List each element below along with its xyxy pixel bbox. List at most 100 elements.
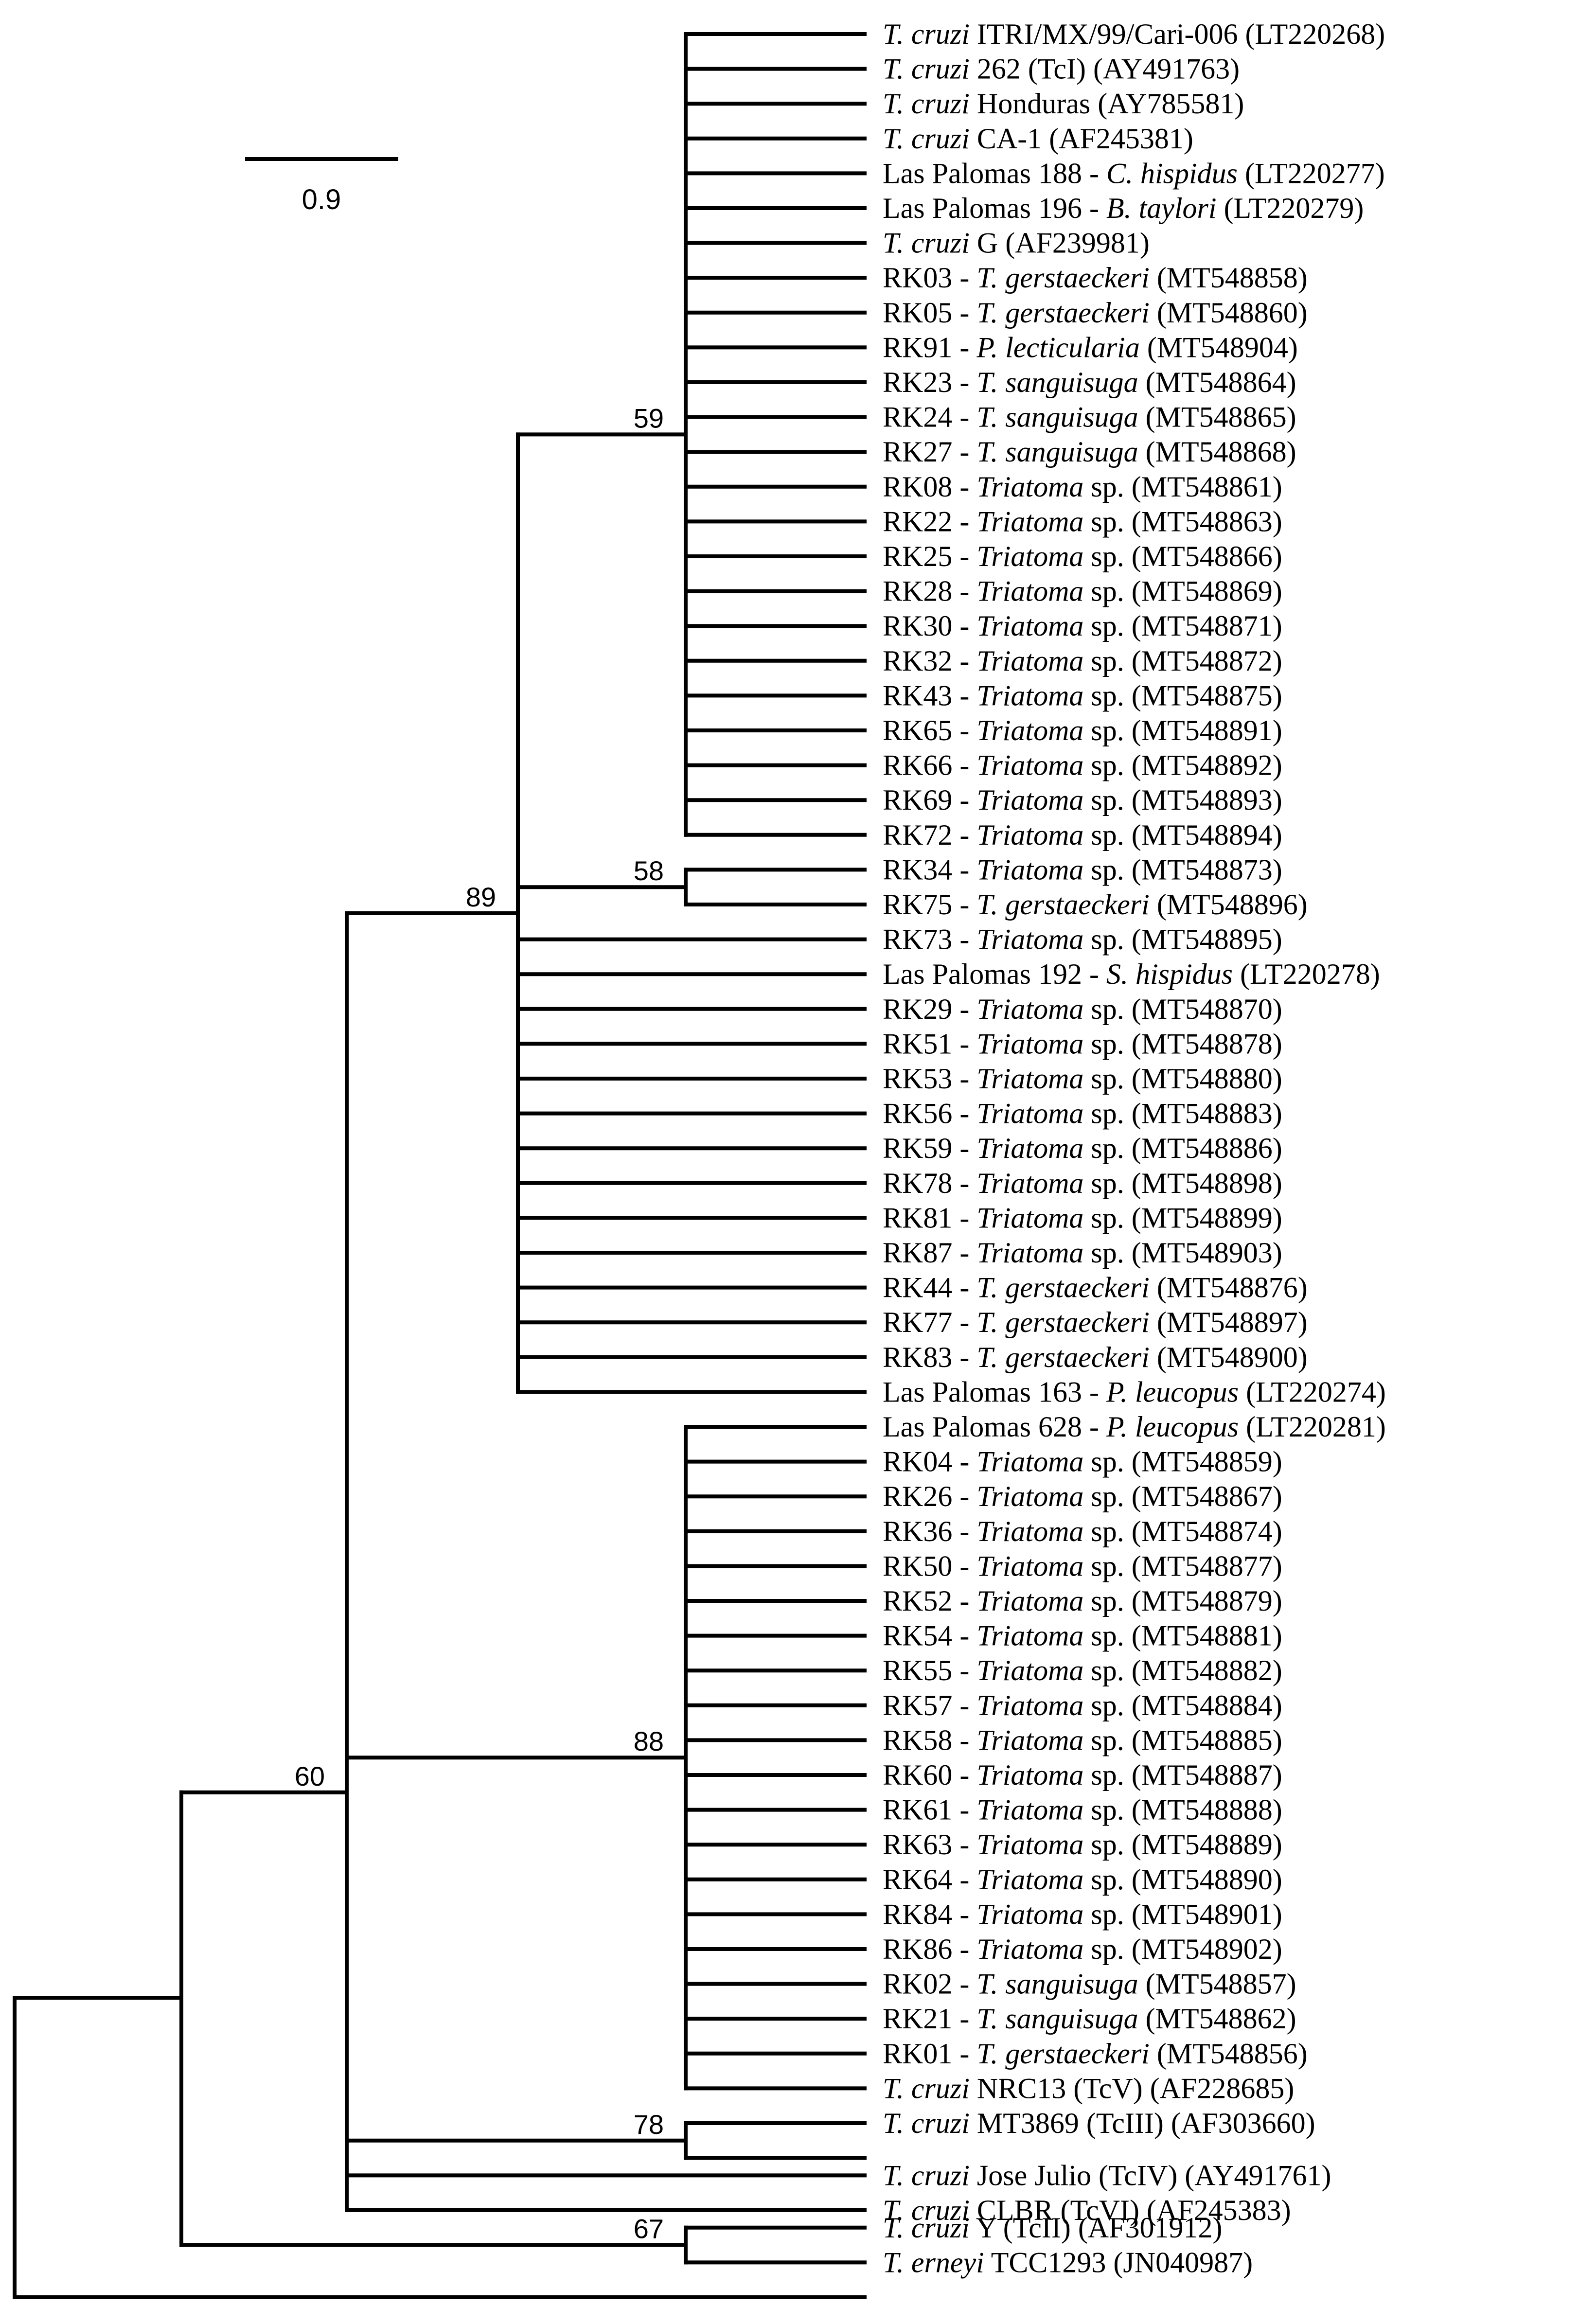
leaf-label-segment: T. cruzi: [883, 227, 970, 259]
leaf-label-segment: sp. (MT548898): [1083, 1167, 1282, 1199]
leaf-label-segment: sp. (MT548869): [1083, 575, 1282, 607]
leaf-label-segment: sp. (MT548881): [1083, 1620, 1282, 1652]
leaf-label-segment: RK34 -: [883, 853, 976, 886]
leaf-label: Las Palomas 628 - P. leucopus (LT220281): [883, 1411, 1386, 1443]
leaf-label-segment: RK59 -: [883, 1132, 976, 1164]
leaf-label-segment: T. sanguisuga: [976, 2003, 1138, 2035]
leaf-label-segment: RK58 -: [883, 1724, 976, 1756]
leaf-label-segment: T. cruzi: [883, 2159, 970, 2191]
leaf-label: T. cruzi 262 (TcI) (AY491763): [883, 53, 1240, 85]
leaf-label-segment: Triatoma: [976, 645, 1083, 677]
leaf-label-segment: Triatoma: [976, 1863, 1083, 1896]
leaf-label-segment: sp. (MT548875): [1083, 679, 1282, 711]
leaf-label-segment: Triatoma: [976, 1515, 1083, 1547]
leaf-label: T. cruzi ITRI/MX/99/Cari-006 (LT220268): [883, 18, 1385, 50]
leaf-label-segment: Triatoma: [976, 1237, 1083, 1269]
leaf-label: T. cruzi CLBR (TcVI) (AF245383): [883, 2194, 1291, 2226]
leaf-label-segment: sp. (MT548901): [1083, 1898, 1282, 1930]
leaf-label-segment: RK44 -: [883, 1272, 976, 1304]
leaf-label: RK81 - Triatoma sp. (MT548899): [883, 1202, 1282, 1234]
leaf-label-segment: RK04 -: [883, 1446, 976, 1478]
leaf-label: RK26 - Triatoma sp. (MT548867): [883, 1480, 1282, 1512]
leaf-label: RK59 - Triatoma sp. (MT548886): [883, 1132, 1282, 1164]
leaf-label: RK21 - T. sanguisuga (MT548862): [883, 2003, 1296, 2035]
leaf-label-segment: RK27 -: [883, 436, 976, 468]
leaf-label-segment: sp. (MT548885): [1083, 1724, 1282, 1756]
leaf-label-segment: TCC1293 (JN040987): [984, 2246, 1253, 2278]
leaf-label-segment: RK63 -: [883, 1828, 976, 1861]
leaf-label: RK63 - Triatoma sp. (MT548889): [883, 1828, 1282, 1861]
leaf-label-segment: Triatoma: [976, 923, 1083, 956]
leaf-label: RK61 - Triatoma sp. (MT548888): [883, 1794, 1282, 1826]
leaf-label-segment: Triatoma: [976, 1759, 1083, 1791]
leaf-label: RK24 - T. sanguisuga (MT548865): [883, 401, 1296, 433]
leaf-label-segment: RK24 -: [883, 401, 976, 433]
leaf-label-segment: RK05 -: [883, 297, 976, 329]
leaf-label-segment: Triatoma: [976, 1480, 1083, 1512]
leaf-label-segment: NRC13 (TcV) (AF228685): [970, 2072, 1294, 2104]
leaf-label-segment: P. leucopus: [1106, 1376, 1239, 1408]
leaf-label-segment: sp. (MT548861): [1083, 471, 1282, 503]
leaf-label: RK32 - Triatoma sp. (MT548872): [883, 645, 1282, 677]
leaf-label-segment: RK23 -: [883, 366, 976, 398]
leaf-label: RK54 - Triatoma sp. (MT548881): [883, 1620, 1282, 1652]
leaf-label: RK36 - Triatoma sp. (MT548874): [883, 1515, 1282, 1547]
leaf-label-segment: RK54 -: [883, 1620, 976, 1652]
leaf-label-segment: RK78 -: [883, 1167, 976, 1199]
leaf-label-segment: RK43 -: [883, 679, 976, 711]
leaf-label-segment: RK87 -: [883, 1237, 976, 1269]
leaf-label-segment: Las Palomas 628 -: [883, 1411, 1106, 1443]
leaf-label: RK75 - T. gerstaeckeri (MT548896): [883, 888, 1308, 921]
leaf-label-segment: RK86 -: [883, 1933, 976, 1965]
leaf-label-segment: RK77 -: [883, 1306, 976, 1338]
leaf-label-segment: (MT548896): [1150, 888, 1308, 921]
leaf-label-segment: T. sanguisuga: [976, 366, 1138, 398]
leaf-label-segment: sp. (MT548891): [1083, 714, 1282, 746]
support-value-c60: 60: [295, 1761, 325, 1792]
leaf-label-segment: Triatoma: [976, 1202, 1083, 1234]
leaf-label-segment: Triatoma: [976, 1098, 1083, 1130]
leaf-label-segment: T. gerstaeckeri: [976, 1272, 1149, 1304]
leaf-label-segment: sp. (MT548878): [1083, 1028, 1282, 1060]
leaf-label-segment: sp. (MT548887): [1083, 1759, 1282, 1791]
leaf-label-segment: sp. (MT548882): [1083, 1654, 1282, 1686]
leaf-label-segment: Triatoma: [976, 471, 1083, 503]
leaf-label-segment: Triatoma: [976, 1933, 1083, 1965]
leaf-label-segment: RK50 -: [883, 1550, 976, 1582]
leaf-label: RK02 - T. sanguisuga (MT548857): [883, 1968, 1296, 2000]
leaf-label: RK30 - Triatoma sp. (MT548871): [883, 610, 1282, 642]
leaf-label-segment: RK69 -: [883, 784, 976, 816]
leaf-label-segment: 262 (TcI) (AY491763): [970, 53, 1240, 85]
tree-branches: [13, 32, 867, 2299]
leaf-label-segment: sp. (MT548902): [1083, 1933, 1282, 1965]
leaf-label-segment: Y (TcII) (AF301912): [970, 2212, 1223, 2244]
leaf-label-segment: T. gerstaeckeri: [976, 1341, 1149, 1373]
leaf-label: RK27 - T. sanguisuga (MT548868): [883, 436, 1296, 468]
leaf-label-segment: C. hispidus: [1106, 157, 1238, 189]
leaf-label-segment: (MT548862): [1138, 2003, 1296, 2035]
leaf-label-segment: Triatoma: [976, 505, 1083, 537]
leaf-label-segment: CA-1 (AF245381): [970, 123, 1193, 155]
leaf-label: RK84 - Triatoma sp. (MT548901): [883, 1898, 1282, 1930]
leaf-label: Las Palomas 192 - S. hispidus (LT220278): [883, 958, 1380, 990]
leaf-label-segment: T. gerstaeckeri: [976, 262, 1149, 294]
scale-bar-label: 0.9: [302, 184, 341, 215]
leaf-label-segment: Triatoma: [976, 993, 1083, 1025]
leaf-label: RK69 - Triatoma sp. (MT548893): [883, 784, 1282, 816]
leaf-label-segment: sp. (MT548873): [1083, 853, 1282, 886]
leaf-label: RK60 - Triatoma sp. (MT548887): [883, 1759, 1282, 1791]
leaf-label-segment: T. sanguisuga: [976, 1968, 1138, 2000]
leaf-label: RK29 - Triatoma sp. (MT548870): [883, 993, 1282, 1025]
leaf-label-segment: (LT220277): [1238, 157, 1385, 189]
leaf-label-segment: Las Palomas 196 -: [883, 192, 1106, 224]
leaf-label: RK58 - Triatoma sp. (MT548885): [883, 1724, 1282, 1756]
leaf-label-segment: Triatoma: [976, 1724, 1083, 1756]
leaf-label: RK77 - T. gerstaeckeri (MT548897): [883, 1306, 1308, 1338]
leaf-label-segment: Triatoma: [976, 575, 1083, 607]
leaf-label-segment: RK01 -: [883, 2038, 976, 2070]
leaf-label: RK01 - T. gerstaeckeri (MT548856): [883, 2038, 1308, 2070]
leaf-label: T. cruzi G (AF239981): [883, 227, 1150, 259]
leaf-label: Las Palomas 196 - B. taylori (LT220279): [883, 192, 1364, 224]
leaf-label-segment: sp. (MT548859): [1083, 1446, 1282, 1478]
